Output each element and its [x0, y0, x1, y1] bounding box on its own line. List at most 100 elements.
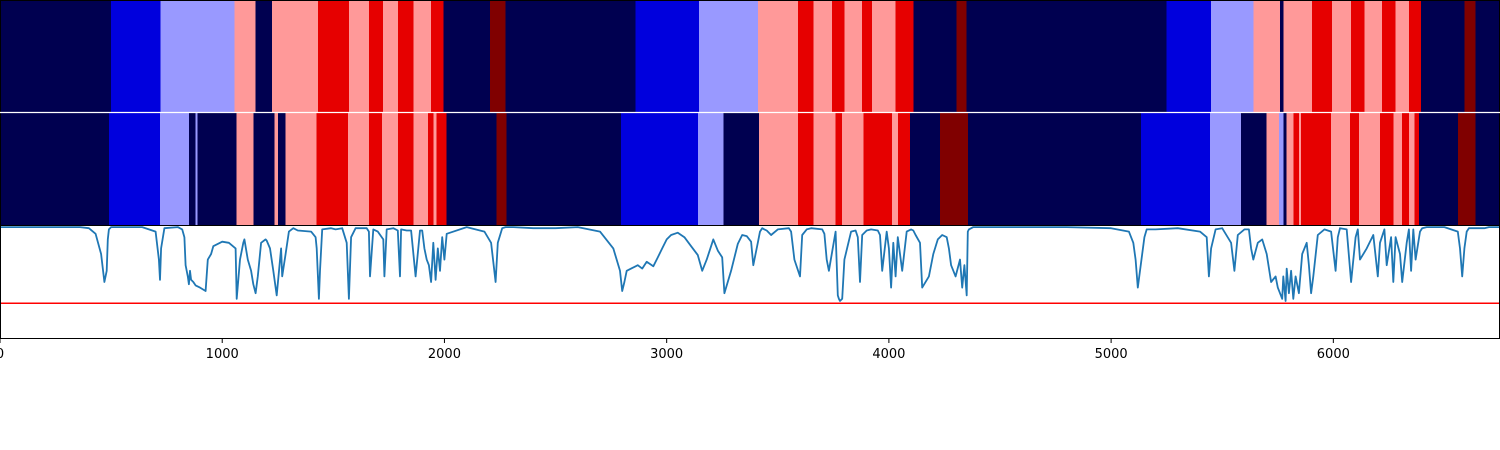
segment-bar — [397, 1, 414, 112]
segment-bar — [197, 113, 237, 225]
segment-bar — [1350, 113, 1359, 225]
segment-bar — [160, 1, 235, 112]
segment-bar — [490, 1, 506, 112]
segment-bar — [1241, 113, 1267, 225]
segment-bar — [1283, 113, 1287, 225]
segment-bar — [1331, 113, 1350, 225]
series-line — [0, 226, 1500, 302]
segment-bar — [913, 1, 957, 112]
segment-bar — [956, 1, 967, 112]
segment-bar — [1421, 1, 1465, 112]
segment-bar — [1380, 113, 1394, 225]
segment-bar — [368, 113, 383, 225]
x-axis: 0 1000 2000 3000 4000 5000 6000 — [0, 338, 1350, 362]
segment-bar — [347, 113, 369, 225]
segment-bar — [910, 113, 940, 225]
segment-bar — [433, 113, 437, 225]
segment-track-top — [0, 1, 1500, 112]
segment-bar — [436, 113, 447, 225]
segment-bar — [1402, 113, 1409, 225]
segment-bar — [496, 113, 507, 225]
segment-bar — [872, 1, 896, 112]
segment-bar — [111, 1, 161, 112]
segment-bar — [368, 1, 383, 112]
segment-bar — [1301, 113, 1332, 225]
segment-bar — [1280, 1, 1284, 112]
segment-bar — [1464, 1, 1476, 112]
segment-bar — [844, 1, 863, 112]
segment-bar — [862, 1, 873, 112]
x-tick-label: 5000 — [1095, 347, 1128, 362]
segment-bar — [1211, 1, 1254, 112]
segment-bar — [1395, 1, 1409, 112]
segment-bar — [505, 1, 636, 112]
segment-bar — [277, 113, 286, 225]
segment-bar — [1253, 1, 1280, 112]
segment-bar — [966, 1, 1167, 112]
x-tick-label: 3000 — [650, 347, 683, 362]
segment-bar — [1332, 1, 1352, 112]
segment-bar — [895, 1, 914, 112]
segment-bar — [234, 1, 256, 112]
segment-bar — [621, 113, 698, 225]
segment-bar — [635, 1, 699, 112]
segment-bar — [160, 113, 189, 225]
segment-bar — [723, 113, 759, 225]
segment-bar — [0, 1, 112, 112]
segment-bar — [892, 113, 898, 225]
segment-bar — [274, 113, 278, 225]
segment-bar — [758, 113, 798, 225]
segment-bar — [797, 1, 814, 112]
x-tick-label: 4000 — [872, 347, 905, 362]
segment-bar — [897, 113, 910, 225]
segment-bar — [195, 113, 198, 225]
segment-bar — [757, 1, 798, 112]
segment-bar — [842, 113, 864, 225]
segment-bar — [108, 113, 160, 225]
segment-bar — [506, 113, 622, 225]
segment-bar — [1475, 1, 1500, 112]
segment-bar — [1408, 113, 1415, 225]
segment-bar — [1312, 1, 1333, 112]
segment-bar — [1286, 113, 1294, 225]
segment-bar — [813, 1, 833, 112]
segment-bar — [1364, 1, 1383, 112]
segment-bar — [940, 113, 968, 225]
segment-bar — [1358, 113, 1380, 225]
segment-bar — [382, 113, 398, 225]
segment-bar — [813, 113, 836, 225]
segment-bar — [253, 113, 275, 225]
segment-bar — [431, 1, 444, 112]
segment-bar — [967, 113, 1142, 225]
segment-bar — [832, 1, 845, 112]
segment-bar — [1278, 113, 1284, 225]
segment-bar — [1457, 113, 1476, 225]
segment-bar — [1141, 113, 1210, 225]
segment-bar — [317, 1, 349, 112]
segment-bar — [697, 113, 724, 225]
segment-bar — [255, 1, 272, 112]
segment-bar — [1298, 113, 1302, 225]
segment-bar — [698, 1, 758, 112]
segment-bar — [413, 1, 432, 112]
segment-track-middle — [0, 113, 1500, 225]
segment-bar — [1351, 1, 1365, 112]
segment-bar — [382, 1, 398, 112]
segment-bar — [863, 113, 893, 225]
segment-bar — [1393, 113, 1403, 225]
segment-bar — [1266, 113, 1279, 225]
segment-bar — [427, 113, 434, 225]
x-tick-label: 0 — [0, 347, 4, 362]
segment-bar — [1283, 1, 1313, 112]
segment-bar — [236, 113, 254, 225]
segment-bar — [1210, 113, 1242, 225]
segment-bar — [835, 113, 843, 225]
segment-bar — [446, 113, 497, 225]
segment-bar — [1166, 1, 1212, 112]
segment-bar — [348, 1, 369, 112]
x-tick-label: 2000 — [428, 347, 461, 362]
segment-bar — [1414, 113, 1419, 225]
segment-bar — [1408, 1, 1422, 112]
line-panel — [0, 226, 1500, 305]
